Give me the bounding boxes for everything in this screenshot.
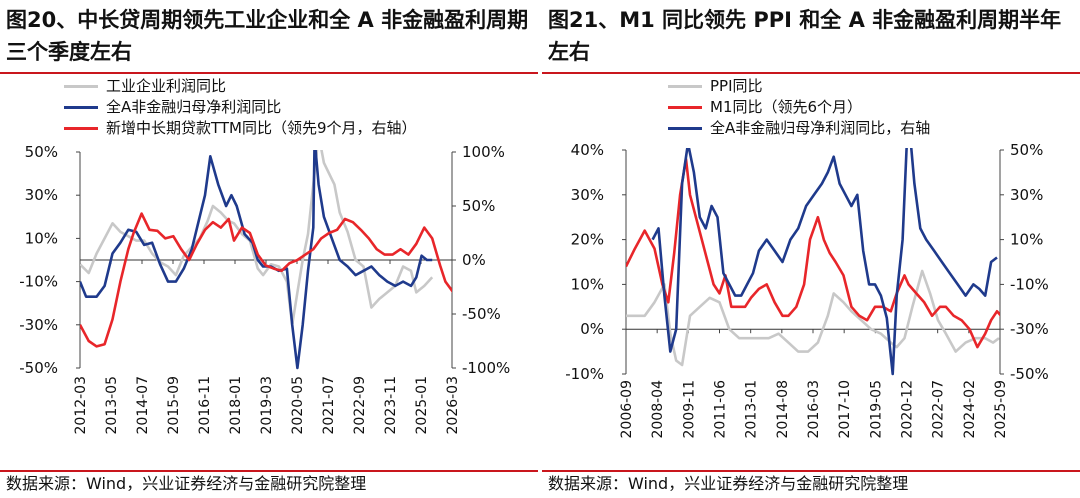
right-tick-label: 100% — [462, 143, 505, 161]
x-tick-label: 2021-07 — [321, 376, 337, 435]
chart-panel-left: 图20、中长贷周期领先工业企业和全 A 非金融盈利周期三个季度左右 工业企业利润… — [0, 0, 538, 498]
x-tick-label: 2016-03 — [806, 380, 822, 439]
x-tick-label: 2008-04 — [650, 380, 666, 439]
x-tick-label: 2017-10 — [837, 380, 853, 439]
x-tick-label: 2015-09 — [166, 376, 182, 435]
x-tick-label: 2016-11 — [197, 376, 213, 435]
right-tick-label: 0% — [462, 251, 486, 269]
x-tick-label: 2026-03 — [445, 376, 461, 435]
left-tick-label: 30% — [25, 186, 58, 204]
left-tick-label: 20% — [571, 231, 604, 249]
legend-item: 全A非金融归母净利润同比，右轴 — [668, 118, 930, 139]
series-line-2 — [626, 157, 1000, 349]
legend-swatch — [668, 106, 702, 109]
legend-swatch — [668, 85, 702, 88]
x-tick-label: 2013-05 — [104, 376, 120, 435]
left-tick-label: 30% — [571, 186, 604, 204]
x-tick-label: 2012-03 — [73, 376, 89, 435]
legend-swatch — [64, 127, 98, 130]
title-rule — [0, 72, 538, 74]
panel-divider — [538, 0, 542, 498]
right-tick-label: 50% — [1010, 141, 1043, 159]
x-tick-label: 2006-09 — [619, 380, 635, 439]
series-line-3 — [651, 148, 998, 376]
x-tick-label: 2014-08 — [775, 380, 791, 439]
x-tick-label: 2025-01 — [414, 376, 430, 435]
legend-label: 全A非金融归母净利润同比，右轴 — [710, 119, 931, 137]
x-tick-label: 2019-03 — [259, 376, 275, 435]
x-tick-label: 2018-01 — [228, 376, 244, 435]
legend-label: 全A非金融归母净利润同比 — [106, 98, 282, 116]
source-rule — [542, 470, 1080, 472]
legend-item: 工业企业利润同比 — [64, 76, 417, 97]
series-line-3 — [80, 212, 452, 348]
left-tick-label: -10% — [19, 273, 58, 291]
left-tick-label: -50% — [19, 359, 58, 377]
left-tick-label: 0% — [580, 320, 604, 338]
series-line-1 — [626, 269, 1000, 367]
right-tick-label: -10% — [1010, 275, 1049, 293]
legend-swatch — [64, 106, 98, 109]
left-tick-label: 50% — [25, 143, 58, 161]
legend-item: 新增中长期贷款TTM同比（领先9个月，右轴） — [64, 118, 417, 139]
left-tick-label: 40% — [571, 141, 604, 159]
chart-panel-right: 图21、M1 同比领先 PPI 和全 A 非金融盈利周期半年左右 PPI同比 M… — [542, 0, 1080, 498]
legend: 工业企业利润同比 全A非金融归母净利润同比 新增中长期贷款TTM同比（领先9个月… — [64, 76, 417, 139]
source-rule — [0, 470, 538, 472]
x-tick-label: 2011-06 — [713, 380, 729, 439]
x-tick-label: 2023-11 — [383, 376, 399, 435]
right-tick-label: 50% — [462, 197, 495, 215]
chart-title: 图21、M1 同比领先 PPI 和全 A 非金融盈利周期半年左右 — [548, 8, 1062, 64]
left-tick-label: 10% — [25, 229, 58, 247]
line-chart-left: 50%30%10%-10%-30%-50%100%50%0%-50%-100%2… — [19, 143, 510, 435]
legend-swatch — [668, 127, 702, 130]
legend-item: 全A非金融归母净利润同比 — [64, 97, 417, 118]
legend: PPI同比 M1同比（领先6个月） 全A非金融归母净利润同比，右轴 — [668, 76, 930, 139]
right-tick-label: -50% — [462, 305, 501, 323]
x-tick-label: 2024-02 — [962, 380, 978, 439]
source-note: 数据来源：Wind，兴业证券经济与金融研究院整理 — [6, 474, 367, 493]
x-tick-label: 2022-07 — [931, 380, 947, 439]
legend-item: PPI同比 — [668, 76, 930, 97]
x-tick-label: 2025-09 — [993, 380, 1009, 439]
right-tick-label: -30% — [1010, 320, 1049, 338]
x-tick-label: 2013-01 — [744, 380, 760, 439]
title-rule — [542, 72, 1080, 74]
x-tick-label: 2009-11 — [681, 380, 697, 439]
legend-label: 新增中长期贷款TTM同比（领先9个月，右轴） — [106, 119, 417, 137]
x-tick-label: 2022-09 — [352, 376, 368, 435]
right-tick-label: -50% — [1010, 365, 1049, 383]
series-line-1 — [80, 150, 434, 327]
legend-label: PPI同比 — [710, 77, 763, 95]
x-tick-label: 2020-12 — [900, 380, 916, 439]
legend-item: M1同比（领先6个月） — [668, 97, 930, 118]
x-tick-label: 2020-05 — [290, 376, 306, 435]
right-tick-label: 30% — [1010, 186, 1043, 204]
chart-title: 图20、中长贷周期领先工业企业和全 A 非金融盈利周期三个季度左右 — [6, 8, 529, 64]
legend-label: M1同比（领先6个月） — [710, 98, 863, 116]
left-tick-label: 10% — [571, 275, 604, 293]
legend-swatch — [64, 85, 98, 88]
line-chart-right: 40%30%20%10%0%-10%50%30%10%-10%-30%-50%2… — [565, 141, 1049, 439]
x-tick-label: 2014-07 — [135, 376, 151, 435]
legend-label: 工业企业利润同比 — [106, 77, 227, 95]
right-tick-label: 10% — [1010, 231, 1043, 249]
right-tick-label: -100% — [462, 359, 510, 377]
series-line-2 — [80, 150, 433, 370]
source-note: 数据来源：Wind，兴业证券经济与金融研究院整理 — [548, 474, 909, 493]
left-tick-label: -30% — [19, 316, 58, 334]
left-tick-label: -10% — [565, 365, 604, 383]
x-tick-label: 2019-05 — [868, 380, 884, 439]
